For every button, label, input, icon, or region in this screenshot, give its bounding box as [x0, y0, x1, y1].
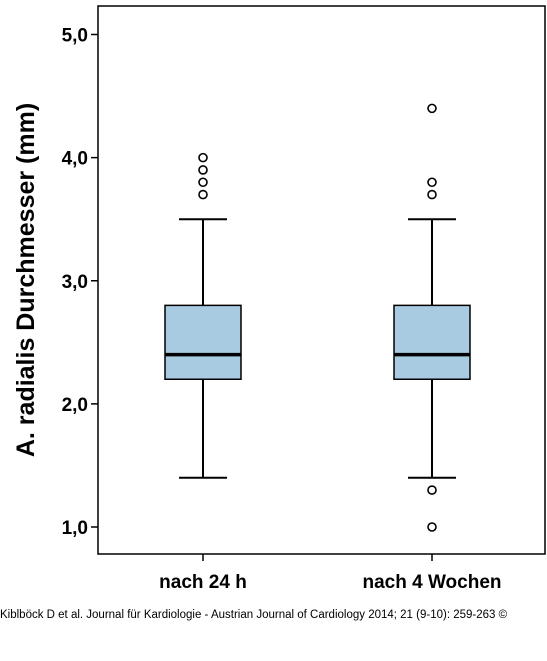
y-tick-label: 5,0 [62, 26, 88, 47]
x-axis: nach 24 h nach 4 Wochen [159, 554, 502, 593]
y-tick-label: 1,0 [62, 518, 88, 539]
plot-frame [97, 5, 546, 555]
outlier-point [198, 177, 208, 188]
y-tick-label: 4,0 [62, 149, 88, 170]
iqr-box [393, 304, 471, 380]
x-category-label: nach 4 Wochen [362, 572, 501, 593]
outlier-point [427, 103, 437, 114]
y-tick-label: 2,0 [62, 395, 88, 416]
x-category-label: nach 24 h [159, 572, 247, 593]
outlier-point [427, 485, 437, 495]
outlier-point [427, 522, 437, 532]
box-group [164, 152, 242, 479]
boxes-layer [164, 103, 471, 532]
outlier-point [427, 189, 437, 200]
outlier-point [198, 165, 208, 175]
y-axis: 1,0 2,0 3,0 4,0 5,0 [62, 26, 98, 539]
y-axis-label: A. radialis Durchmesser (mm) [12, 103, 40, 457]
outlier-point [427, 177, 437, 188]
iqr-box [164, 304, 242, 380]
outlier-point [198, 189, 208, 200]
y-tick-label: 3,0 [62, 272, 88, 293]
box-group [393, 103, 471, 532]
outlier-point [198, 152, 208, 163]
source-credit: Kiblböck D et al. Journal für Kardiologi… [0, 609, 508, 621]
